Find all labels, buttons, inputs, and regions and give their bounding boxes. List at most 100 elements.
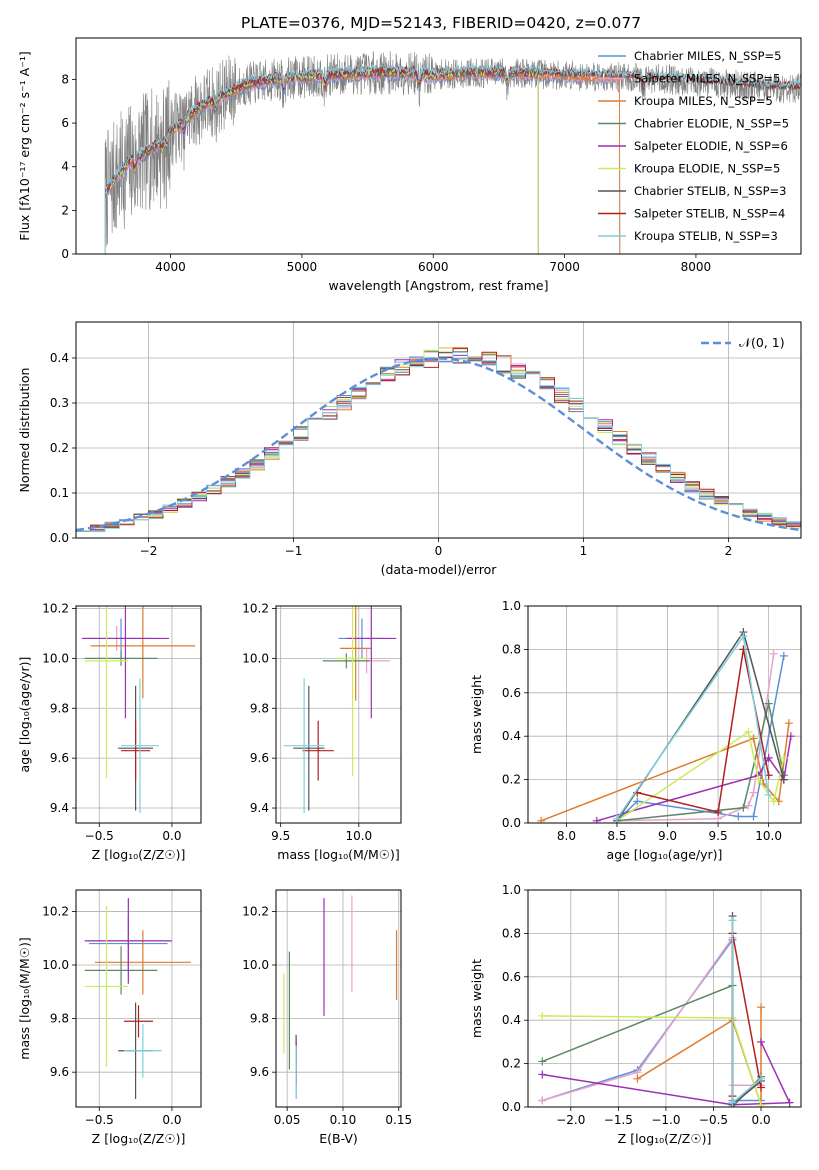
mass-weight-marker <box>749 812 758 821</box>
mass-weight-marker <box>779 753 788 762</box>
z-mass-y-tick-label: 10.0 <box>42 958 69 972</box>
z-weight-axes-frame <box>527 889 802 1108</box>
z-mass-y-tick-label: 10.2 <box>42 904 69 918</box>
z-weight-y-tick-label: 0.4 <box>502 1013 521 1027</box>
legend-entry-label: Kroupa MILES, N_SSP=5 <box>634 94 773 108</box>
z-age-y-tick-label: 9.8 <box>50 701 69 715</box>
spectrum-panel: 4000 5000 6000 7000 8000 0 2 4 6 8 wavelength [Ang… <box>17 37 802 293</box>
legend-entry-label: Kroupa STELIB, N_SSP=3 <box>634 229 778 243</box>
metallicity-mass-weight-panel: −2.0 −1.5 −1.0 −0.5 0.0 0.0 0.2 0.4 0.6 0.8 1.0 Z [… <box>469 883 802 1146</box>
ebv-mass-x-tick-label: 0.05 <box>274 1113 301 1127</box>
mass-weight-marker <box>749 734 758 743</box>
mass-weight-line <box>637 1007 762 1106</box>
mass-weight-marker <box>757 1083 766 1092</box>
mass-weight-line <box>542 935 761 1102</box>
mass-age-y-tick-label: 9.8 <box>250 701 269 715</box>
residuals-y-axis-label: Normed distribution <box>17 368 32 493</box>
ebv-mass-y-tick-label: 9.6 <box>250 1065 269 1079</box>
mass-age-axes-frame <box>275 605 402 824</box>
ebv-mass-x-tick-label: 0.10 <box>330 1113 357 1127</box>
legend-entry-label: Salpeter STELIB, N_SSP=4 <box>634 207 785 221</box>
z-age-axes-frame <box>75 605 202 824</box>
ebv-mass-x-tick-label: 0.15 <box>385 1113 412 1127</box>
mass-age-panel: 9.5 10.0 9.4 9.6 9.8 10.0 10.2 mass [log₁₀(M/M☉… <box>242 601 402 862</box>
mass-age-x-tick-label: 9.5 <box>271 829 290 843</box>
age-mass-weight-panel: 8.0 8.5 9.0 9.5 10.0 0.0 0.2 0.4 0.6 0.8 1.0 age [l… <box>469 599 802 862</box>
metallicity-mass-panel: −0.5 0.0 9.6 9.8 10.0 10.2 Z [log₁₀(Z/Z☉)] mass… <box>17 889 202 1146</box>
mass-age-y-tick-label: 10.0 <box>242 651 269 665</box>
z-weight-x-tick-label: −0.5 <box>699 1113 728 1127</box>
legend-entry-label: 𝒩(0, 1) <box>739 335 785 350</box>
mass-weight-marker <box>633 797 642 806</box>
mass-weight-marker <box>769 797 778 806</box>
mass-weight-marker <box>757 1037 766 1046</box>
age-weight-axes-frame <box>527 605 802 824</box>
mass-weight-line <box>616 703 785 822</box>
spectrum-plot-area <box>104 51 801 254</box>
residuals-x-tick-label: 1 <box>580 544 588 558</box>
z-mass-gridlines <box>76 890 201 1107</box>
mass-age-x-axis-label: mass [log₁₀(M/M☉)] <box>277 847 399 862</box>
spectrum-x-tick-label: 7000 <box>549 260 580 274</box>
metallicity-age-panel: −0.5 0.0 9.4 9.6 9.8 10.0 10.2 Z [log₁₀(Z/Z☉)] a… <box>17 601 202 862</box>
z-age-y-tick-label: 9.6 <box>50 751 69 765</box>
spectrum-y-tick-label: 4 <box>61 160 69 174</box>
residuals-y-tick-label: 0.4 <box>50 351 69 365</box>
mass-weight-marker <box>538 1096 547 1105</box>
z-age-x-axis-label: Z [log₁₀(Z/Z☉)] <box>92 847 186 862</box>
z-mass-y-tick-label: 9.8 <box>50 1012 69 1026</box>
mass-age-plot-area <box>283 606 397 814</box>
spectrum-x-axis-label: wavelength [Angstrom, rest frame] <box>328 278 548 293</box>
age-weight-x-tick-label: 10.0 <box>755 829 782 843</box>
z-weight-x-tick-label: −2.0 <box>556 1113 585 1127</box>
z-age-y-tick-label: 10.0 <box>42 651 69 665</box>
spectrum-x-tick-label: 5000 <box>287 260 318 274</box>
mass-age-y-tick-label: 9.6 <box>250 751 269 765</box>
age-weight-y-axis-label: mass weight <box>469 675 484 754</box>
z-mass-x-tick-label: −0.5 <box>85 1113 114 1127</box>
mass-weight-marker <box>757 1003 766 1012</box>
mass-weight-marker <box>784 719 793 728</box>
ebv-mass-plot-area <box>283 895 398 1099</box>
age-weight-y-tick-label: 0.6 <box>502 686 521 700</box>
spectrum-x-tick-label: 6000 <box>418 260 449 274</box>
model-spectrum-line <box>104 63 801 254</box>
z-mass-y-axis-label: mass [log₁₀(M/M☉)] <box>17 937 32 1059</box>
legend-entry-label: Chabrier MILES, N_SSP=5 <box>634 49 781 63</box>
mass-weight-marker <box>764 753 773 762</box>
mass-age-y-tick-label: 10.2 <box>242 601 269 615</box>
ebv-mass-gridlines <box>276 890 401 1107</box>
mass-weight-marker <box>779 775 788 784</box>
spectrum-y-tick-label: 8 <box>61 72 69 86</box>
z-weight-x-tick-label: 0.0 <box>752 1113 771 1127</box>
residuals-x-tick-label: 0 <box>435 544 443 558</box>
age-weight-x-tick-label: 9.0 <box>658 829 677 843</box>
figure-title: PLATE=0376, MJD=52143, FIBERID=0420, z=0… <box>241 14 641 32</box>
mass-weight-line <box>731 933 762 1097</box>
mass-weight-marker <box>749 788 758 797</box>
z-age-x-tick-label: −0.5 <box>85 829 114 843</box>
z-weight-gridlines <box>528 889 801 1108</box>
residuals-y-tick-label: 0.1 <box>50 486 69 500</box>
age-weight-x-tick-label: 9.5 <box>709 829 728 843</box>
spectrum-x-tick-label: 8000 <box>681 260 712 274</box>
mass-weight-marker <box>764 790 773 799</box>
observed-spectrum-line <box>104 51 801 247</box>
mass-weight-marker <box>538 1011 547 1020</box>
z-weight-y-axis-label: mass weight <box>469 959 484 1038</box>
residuals-axes-frame <box>75 321 802 539</box>
z-mass-plot-area <box>84 898 191 1099</box>
mass-weight-marker <box>769 649 778 658</box>
ebv-mass-y-tick-label: 10.2 <box>242 904 269 918</box>
age-weight-y-tick-label: 0.2 <box>502 773 521 787</box>
mass-weight-marker <box>728 916 737 925</box>
z-weight-y-tick-label: 0.8 <box>502 926 521 940</box>
spectrum-y-axis-label: Flux [fλ10⁻¹⁷ erg cm⁻² s⁻¹ A⁻¹] <box>17 51 32 240</box>
legend-entry-label: Kroupa ELODIE, N_SSP=5 <box>634 162 780 176</box>
age-weight-y-tick-label: 0.0 <box>502 816 521 830</box>
mass-weight-marker <box>786 732 795 741</box>
normal-distribution-curve <box>76 357 801 532</box>
mass-weight-line <box>542 984 762 1107</box>
residuals-x-tick-label: −2 <box>140 544 158 558</box>
